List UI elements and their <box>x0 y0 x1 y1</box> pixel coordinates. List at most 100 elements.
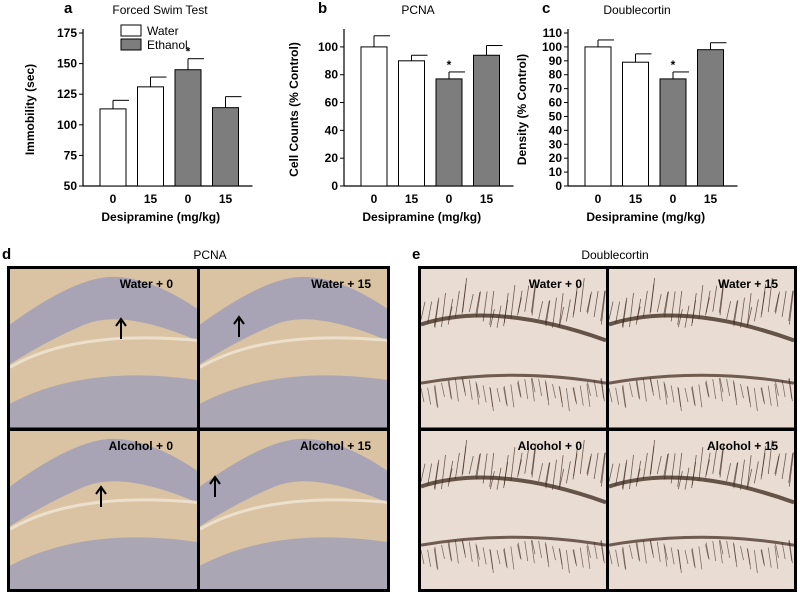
micrograph-tile: Water + 15 <box>200 269 387 428</box>
micrograph-tile: Water + 15 <box>609 269 794 428</box>
chart-title-a: Forced Swim Test <box>112 3 208 17</box>
arrow-icon <box>233 315 245 337</box>
arrow-icon <box>209 474 221 497</box>
tile-label: Water + 0 <box>528 277 582 291</box>
legend-swatch-water <box>120 24 142 37</box>
bar <box>398 60 425 187</box>
tile-label: Alcohol + 15 <box>299 438 371 453</box>
panel-label-b: b <box>318 0 327 17</box>
y-tick-label: 110 <box>543 26 563 40</box>
x-axis-label-b: Desipramine (mg/kg) <box>362 210 481 224</box>
y-tick-label: 100 <box>542 40 562 54</box>
bar <box>212 107 239 187</box>
micrograph-tile: Alcohol + 15 <box>200 430 387 589</box>
y-tick-label: 175 <box>57 26 77 40</box>
bar <box>622 61 649 187</box>
x-tick-label: 0 <box>595 192 602 206</box>
panel-title-e: Doublecortin <box>581 248 649 262</box>
chart-title-b: PCNA <box>401 3 434 17</box>
panel-label-c: c <box>542 0 550 17</box>
y-tick-label: 80 <box>325 68 339 82</box>
x-tick-label: 15 <box>219 192 233 206</box>
y-tick-label: 80 <box>549 68 563 82</box>
y-tick-label: 100 <box>318 40 338 54</box>
bar <box>99 108 127 187</box>
y-axis-label-a: Immobility (sec) <box>23 64 37 155</box>
y-axis-label-c: Density (% Control) <box>515 54 529 165</box>
micrograph-image <box>10 430 197 589</box>
y-axis-label-b: Cell Counts (% Control) <box>287 42 301 177</box>
bar <box>697 49 724 187</box>
x-tick-label: 0 <box>185 192 192 206</box>
micrograph-image <box>421 269 606 428</box>
bar <box>435 78 463 187</box>
y-tick-label: 20 <box>325 151 339 165</box>
bar <box>473 54 500 187</box>
tile-label: Water + 15 <box>718 277 778 291</box>
micrograph-tile: Alcohol + 15 <box>609 430 794 589</box>
bar <box>174 69 202 187</box>
bar-charts: a Forced Swim Test5075100125150175Immobil… <box>23 0 738 224</box>
x-tick-label: 0 <box>371 192 378 206</box>
bar <box>360 46 388 187</box>
y-tick-label: 40 <box>325 123 339 137</box>
significance-marker: * <box>447 58 452 72</box>
bar <box>584 46 612 187</box>
y-tick-label: 0 <box>555 179 562 193</box>
y-tick-label: 70 <box>549 82 563 96</box>
legend-swatch-ethanol <box>120 38 142 51</box>
bar <box>137 86 164 187</box>
micrograph-image <box>200 269 387 428</box>
micrograph-image <box>200 430 387 589</box>
bar <box>659 78 687 187</box>
panel-title-d: PCNA <box>193 248 227 262</box>
micrograph-tile: Water + 0 <box>10 269 197 428</box>
micrograph-tile: Alcohol + 0 <box>10 430 197 589</box>
legend-label-ethanol: Ethanol <box>147 38 188 52</box>
x-tick-label: 15 <box>704 192 718 206</box>
pcna-micrograph-panel: Water + 0 Water + 15 Alcohol + 0 Alcohol… <box>7 266 390 592</box>
y-tick-label: 50 <box>549 109 563 123</box>
micrograph-tile: Water + 0 <box>421 269 606 428</box>
tile-label: Alcohol + 0 <box>517 438 582 453</box>
y-tick-label: 100 <box>57 118 77 132</box>
micrograph-image <box>10 269 197 428</box>
tile-label: Water + 15 <box>311 277 371 291</box>
x-tick-label: 15 <box>405 192 419 206</box>
chart-title-c: Doublecortin <box>603 3 670 17</box>
y-tick-label: 90 <box>549 54 563 68</box>
panel-label-d: d <box>2 246 12 263</box>
y-tick-label: 125 <box>57 87 77 101</box>
x-axis-label-a: Desipramine (mg/kg) <box>101 210 220 224</box>
x-tick-label: 15 <box>629 192 643 206</box>
legend-label-water: Water <box>147 24 179 38</box>
y-tick-label: 10 <box>549 165 563 179</box>
y-tick-label: 30 <box>549 137 563 151</box>
significance-marker: * <box>671 58 676 72</box>
y-tick-label: 0 <box>331 179 338 193</box>
x-tick-label: 0 <box>110 192 117 206</box>
doublecortin-micrograph-panel: Water + 0 Water + 15 Alcohol + 0 Alcohol… <box>418 266 797 592</box>
x-axis-label-c: Desipramine (mg/kg) <box>586 210 705 224</box>
x-tick-label: 0 <box>446 192 453 206</box>
micrograph-image <box>609 269 794 428</box>
micrograph-tile: Alcohol + 0 <box>421 430 606 589</box>
y-tick-label: 50 <box>64 179 78 193</box>
arrow-icon <box>95 484 107 507</box>
y-tick-label: 20 <box>549 151 563 165</box>
x-tick-label: 15 <box>144 192 158 206</box>
significance-marker: * <box>186 45 191 59</box>
y-tick-label: 40 <box>549 123 563 137</box>
tile-label: Alcohol + 0 <box>108 438 173 453</box>
panel-label-e: e <box>412 246 421 263</box>
x-tick-label: 0 <box>670 192 677 206</box>
arrow-icon <box>115 317 127 339</box>
y-tick-label: 75 <box>64 148 78 162</box>
panel-label-a: a <box>64 0 73 17</box>
x-tick-label: 15 <box>480 192 494 206</box>
micrograph-image <box>421 430 606 589</box>
y-tick-label: 60 <box>325 96 339 110</box>
y-tick-label: 150 <box>57 57 77 71</box>
tile-label: Water + 0 <box>119 277 173 291</box>
